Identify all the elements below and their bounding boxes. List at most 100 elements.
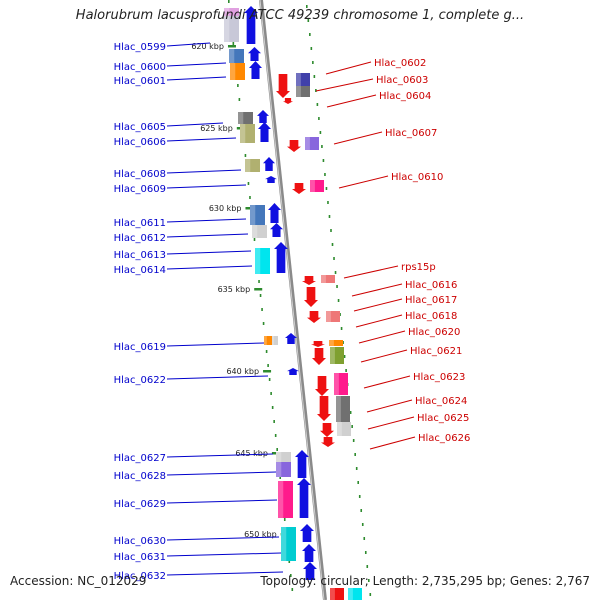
kbp-tick-mark	[271, 452, 280, 455]
gene-arrow	[312, 348, 326, 365]
gene-block-shade	[329, 340, 334, 346]
ring-dot	[271, 406, 274, 409]
ring-dot	[283, 518, 286, 521]
gene-label-hlac_0619[interactable]: Hlac_0619	[114, 342, 166, 353]
leader-line	[360, 349, 408, 363]
gene-block	[278, 481, 293, 518]
gene-label-hlac_0603[interactable]: Hlac_0603	[376, 75, 428, 86]
gene-block-shade	[296, 73, 301, 86]
gene-arrow	[268, 203, 281, 223]
gene-label-hlac_0617[interactable]: Hlac_0617	[405, 295, 457, 306]
gene-label-hlac_0616[interactable]: Hlac_0616	[405, 280, 457, 291]
gene-label-hlac_0624[interactable]: Hlac_0624	[415, 396, 467, 407]
gene-block	[264, 336, 272, 345]
gene-label-hlac_0607[interactable]: Hlac_0607	[385, 128, 437, 139]
kbp-tick-label: 620 kbp	[191, 42, 224, 51]
gene-label-hlac_0621[interactable]: Hlac_0621	[410, 346, 462, 357]
ring-dot	[307, 19, 310, 22]
gene-label-hlac_0610[interactable]: Hlac_0610	[391, 172, 443, 183]
ring-dot	[267, 364, 269, 367]
leader-line	[166, 265, 253, 270]
ring-dot	[334, 271, 337, 274]
gene-block-shade	[321, 275, 326, 283]
gene-block-shade	[245, 159, 251, 172]
gene-label-hlac_0630[interactable]: Hlac_0630	[114, 536, 166, 547]
gene-label-hlac_0612[interactable]: Hlac_0612	[114, 233, 166, 244]
backbone-line	[259, 0, 327, 600]
ring-dot	[258, 280, 260, 283]
gene-label-hlac_0625[interactable]: Hlac_0625	[417, 413, 469, 424]
leader-line	[166, 536, 280, 541]
ring-dot	[306, 5, 308, 8]
gene-block-shade	[276, 452, 282, 462]
gene-label-hlac_0626[interactable]: Hlac_0626	[418, 433, 470, 444]
ring-dot	[313, 75, 316, 78]
ring-dot	[318, 117, 320, 120]
leader-line	[325, 61, 372, 75]
gene-label-hlac_0601[interactable]: Hlac_0601	[114, 76, 166, 87]
ring-dot	[325, 187, 328, 190]
gene-block	[250, 205, 265, 225]
gene-label-hlac_0599[interactable]: Hlac_0599	[114, 42, 166, 53]
gene-block	[330, 588, 344, 600]
gene-label-hlac_0632[interactable]: Hlac_0632	[114, 571, 166, 582]
gene-block-shade	[330, 347, 335, 364]
gene-arrow	[283, 98, 293, 104]
gene-block-shade	[240, 124, 246, 143]
gene-label-hlac_0627[interactable]: Hlac_0627	[114, 453, 166, 464]
gene-label-hlac_0620[interactable]: Hlac_0620	[408, 327, 460, 338]
gene-block	[310, 180, 324, 192]
gene-arrow	[287, 140, 301, 152]
ring-dot	[360, 509, 363, 512]
gene-block-shade	[255, 248, 261, 274]
gene-label-hlac_0611[interactable]: Hlac_0611	[114, 218, 166, 229]
ring-dot	[309, 33, 311, 36]
gene-label-hlac_0604[interactable]: Hlac_0604	[379, 91, 431, 102]
ring-dot	[310, 47, 313, 50]
gene-block-shade	[238, 112, 244, 124]
kbp-tick-mark	[227, 45, 236, 48]
ring-dot	[361, 523, 364, 526]
gene-arrow	[302, 276, 316, 285]
genome-summary-text: Topology: circular; Length: 2,735,295 bp…	[260, 574, 590, 588]
gene-label-hlac_0614[interactable]: Hlac_0614	[114, 265, 166, 276]
gene-block	[238, 112, 253, 124]
ring-dot	[274, 434, 277, 437]
ring-dot	[259, 294, 262, 297]
gene-label-hlac_0605[interactable]: Hlac_0605	[114, 122, 166, 133]
backbone-highlight	[259, 0, 325, 600]
gene-label-hlac_0628[interactable]: Hlac_0628	[114, 471, 166, 482]
ring-dot	[355, 467, 358, 470]
gene-label-hlac_0618[interactable]: Hlac_0618	[405, 311, 457, 322]
gene-label-hlac_0608[interactable]: Hlac_0608	[114, 169, 166, 180]
gene-arrow	[265, 176, 277, 183]
gene-block	[321, 275, 335, 283]
gene-label-hlac_0631[interactable]: Hlac_0631	[114, 552, 166, 563]
ring-dot	[273, 420, 275, 423]
gene-label-hlac_0600[interactable]: Hlac_0600	[114, 62, 166, 73]
gene-label-hlac_0629[interactable]: Hlac_0629	[114, 499, 166, 510]
gene-label-hlac_0622[interactable]: Hlac_0622	[114, 375, 166, 386]
ring-dot	[315, 89, 317, 92]
gene-block-shade	[310, 180, 315, 192]
ring-dot	[261, 308, 263, 311]
gene-label-hlac_0606[interactable]: Hlac_0606	[114, 137, 166, 148]
gene-label-hlac_0623[interactable]: Hlac_0623	[413, 372, 465, 383]
gene-label-rps15p[interactable]: rps15p	[401, 262, 436, 273]
gene-label-hlac_0609[interactable]: Hlac_0609	[114, 184, 166, 195]
gene-arrow	[295, 450, 309, 478]
gene-label-hlac_0613[interactable]: Hlac_0613	[114, 250, 166, 261]
gene-arrow	[244, 6, 258, 44]
leader-line	[355, 314, 403, 328]
gene-arrow	[249, 61, 262, 79]
gene-block	[334, 373, 348, 395]
kbp-tick-mark	[254, 288, 263, 291]
leader-line	[166, 552, 282, 557]
gene-block-shade	[278, 481, 284, 518]
gene-block-shade	[296, 86, 301, 97]
gene-arrow	[263, 157, 275, 171]
gene-block	[330, 347, 344, 364]
ring-dot	[276, 448, 278, 451]
ring-dot	[349, 411, 352, 414]
gene-label-hlac_0602[interactable]: Hlac_0602	[374, 58, 426, 69]
